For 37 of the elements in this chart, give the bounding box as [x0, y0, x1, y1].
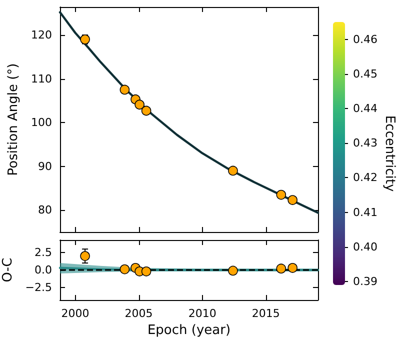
- x-tick-label: 2005: [124, 307, 153, 320]
- point: [80, 251, 90, 261]
- y-tick-label: 80: [38, 204, 52, 217]
- x-tick-label: 2000: [61, 307, 90, 320]
- color-bar-label: 0.46: [353, 32, 378, 46]
- point: [276, 190, 286, 200]
- point: [120, 264, 130, 274]
- point: [228, 266, 238, 276]
- y-tick-label: 100: [31, 116, 52, 130]
- point: [288, 195, 298, 205]
- point: [141, 106, 152, 116]
- point: [228, 166, 238, 176]
- color-bar-label: 0.41: [353, 206, 378, 219]
- color-bar-label: 0.42: [353, 171, 378, 184]
- y-tick-label: 2.5: [34, 246, 52, 260]
- point: [276, 264, 286, 274]
- color-bar-title: Eccentricity: [382, 115, 397, 192]
- color-bar-label: 0.39: [353, 275, 378, 288]
- y-tick-label: 90: [38, 160, 52, 173]
- y-tick-label: 0.0: [34, 264, 52, 276]
- y-axis-title: O-C: [0, 258, 16, 282]
- point: [288, 263, 298, 273]
- x-tick-label: 2010: [188, 307, 216, 320]
- color-bar-label: 0.40: [353, 240, 378, 254]
- y-tick-label: 120: [31, 28, 52, 42]
- color-bar-label: 0.44: [353, 102, 378, 116]
- color-bar-label: 0.45: [353, 67, 378, 80]
- point: [120, 84, 130, 95]
- point: [141, 266, 152, 276]
- line-series: [58, 11, 320, 214]
- point: [134, 100, 144, 110]
- y-tick-label: 110: [31, 72, 52, 86]
- x-axis-title: Epoch (year): [147, 322, 231, 338]
- x-tick-label: 2015: [252, 307, 280, 320]
- color-bar-label: 0.43: [353, 136, 378, 150]
- y-tick-label: −2.5: [25, 280, 52, 294]
- y-axis-title: Position Angle (°): [6, 63, 22, 176]
